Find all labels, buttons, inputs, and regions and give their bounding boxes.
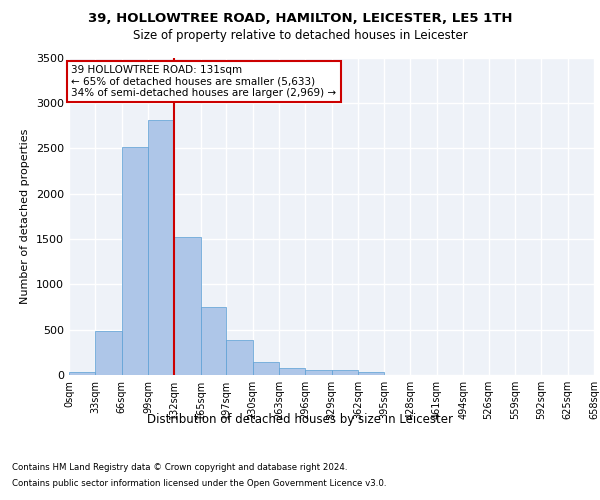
Bar xyxy=(226,340,253,375)
Bar xyxy=(148,120,175,375)
Text: Size of property relative to detached houses in Leicester: Size of property relative to detached ho… xyxy=(133,29,467,42)
Bar xyxy=(95,332,122,375)
Text: 39 HOLLOWTREE ROAD: 131sqm
← 65% of detached houses are smaller (5,633)
34% of s: 39 HOLLOWTREE ROAD: 131sqm ← 65% of deta… xyxy=(71,65,337,98)
Bar xyxy=(200,307,226,375)
Bar xyxy=(253,362,279,375)
Y-axis label: Number of detached properties: Number of detached properties xyxy=(20,128,31,304)
Bar xyxy=(331,370,358,375)
Text: Distribution of detached houses by size in Leicester: Distribution of detached houses by size … xyxy=(147,412,453,426)
Text: 39, HOLLOWTREE ROAD, HAMILTON, LEICESTER, LE5 1TH: 39, HOLLOWTREE ROAD, HAMILTON, LEICESTER… xyxy=(88,12,512,26)
Bar xyxy=(122,148,148,375)
Bar xyxy=(305,370,331,375)
Bar xyxy=(175,237,200,375)
Bar xyxy=(279,368,305,375)
Bar xyxy=(69,372,95,375)
Text: Contains public sector information licensed under the Open Government Licence v3: Contains public sector information licen… xyxy=(12,479,386,488)
Text: Contains HM Land Registry data © Crown copyright and database right 2024.: Contains HM Land Registry data © Crown c… xyxy=(12,462,347,471)
Bar xyxy=(358,372,384,375)
